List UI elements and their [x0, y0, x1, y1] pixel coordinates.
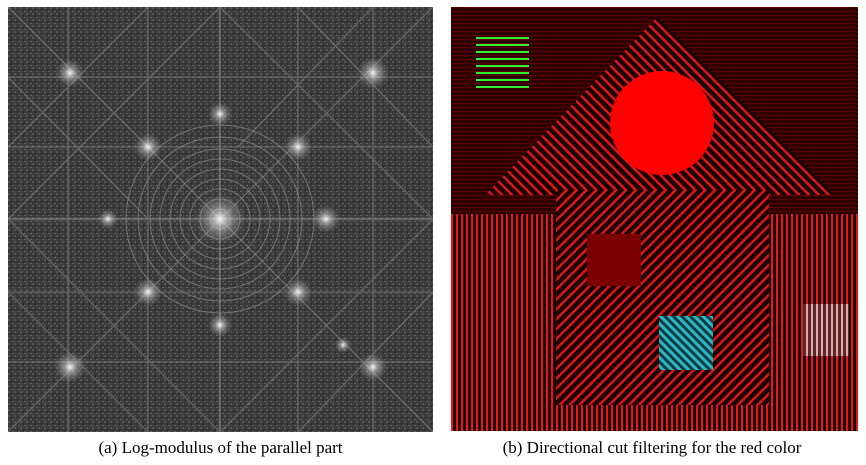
caption-panel-b: (b) Directional cut filtering for the re…: [502, 438, 802, 457]
caption-panel-a: (a) Log-modulus of the parallel part: [98, 438, 343, 457]
log-modulus-spectrum: [8, 7, 433, 432]
directional-cut-filtered-house: [451, 7, 858, 431]
pale-striped-rectangle: [803, 304, 849, 356]
dark-red-square: [587, 234, 641, 286]
red-disk: [610, 71, 714, 175]
green-line-block: [476, 37, 529, 88]
panel-b-filtered-image: [451, 7, 858, 431]
cyan-striped-square: [659, 316, 713, 370]
panel-a-spectrum-image: [8, 7, 433, 432]
